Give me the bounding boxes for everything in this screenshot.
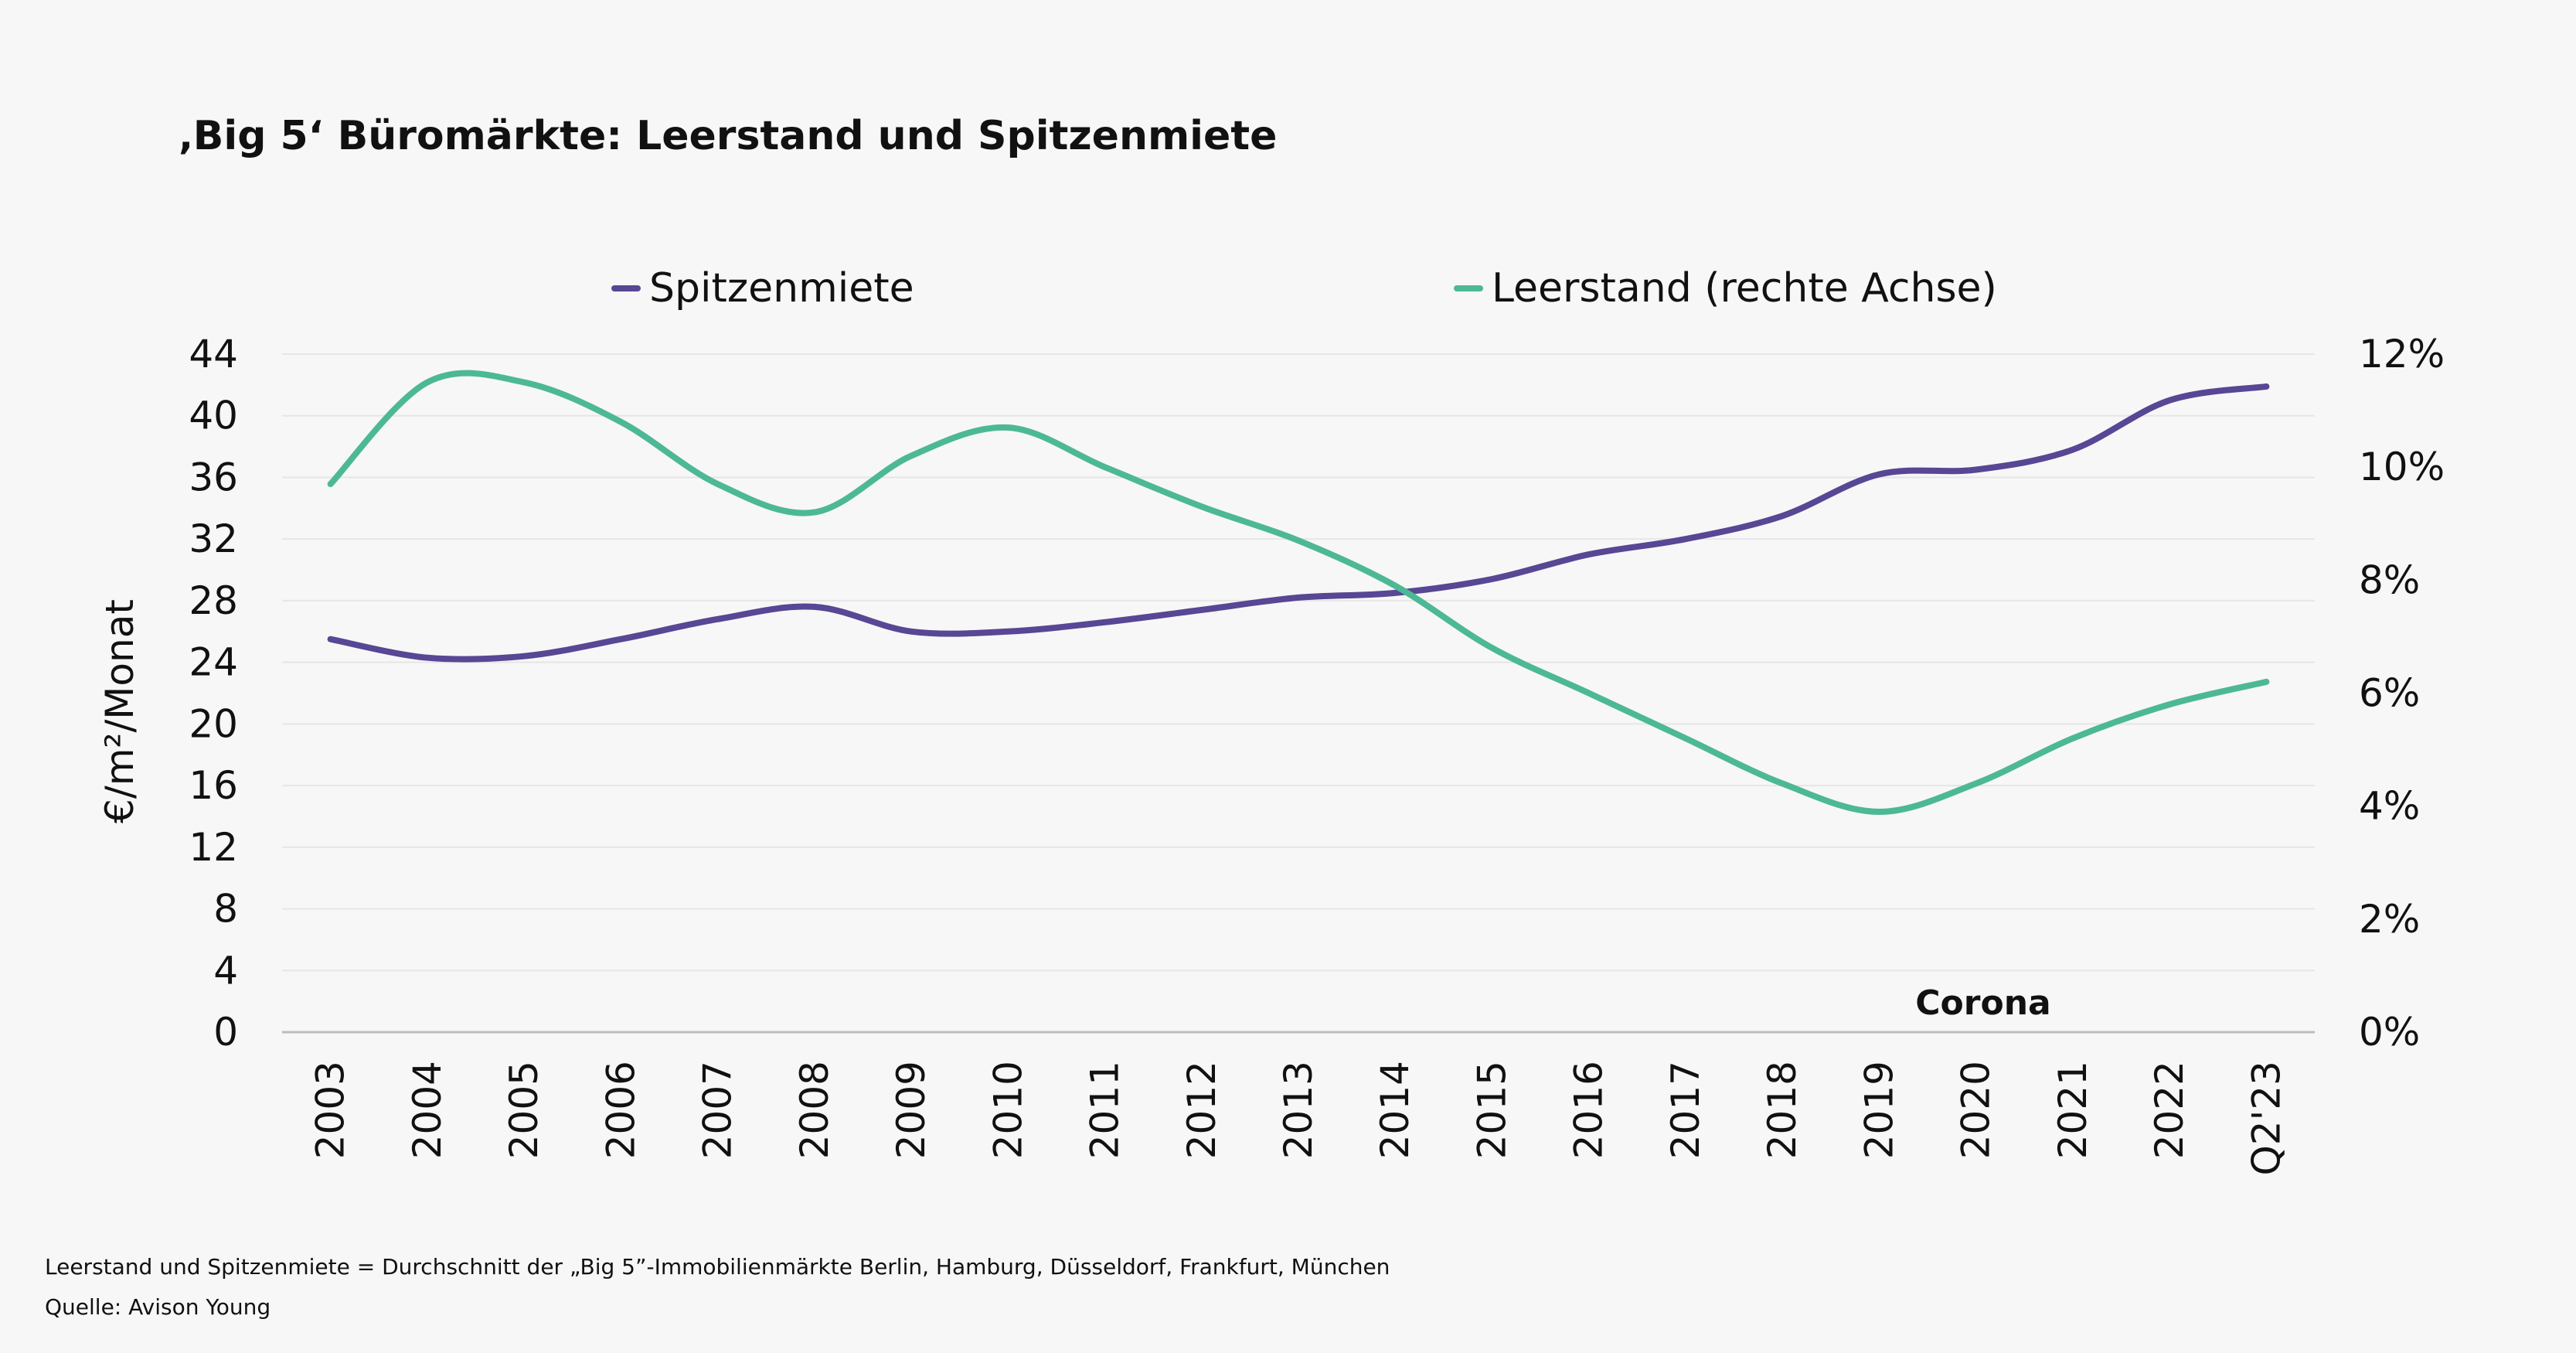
x-tick-label: 2022 xyxy=(2147,1061,2192,1159)
y2-tick-label: 6% xyxy=(2359,671,2420,716)
footnote: Leerstand und Spitzenmiete = Durchschnit… xyxy=(45,1254,1390,1280)
y2-tick-label: 12% xyxy=(2359,332,2445,377)
x-tick-label: 2021 xyxy=(2050,1061,2095,1159)
legend-label: Leerstand (rechte Achse) xyxy=(1492,265,1997,312)
x-tick-label: 2018 xyxy=(1760,1061,1805,1159)
y-axis-title: €/m²/Monat xyxy=(97,599,142,823)
x-tick-label: 2017 xyxy=(1663,1061,1708,1159)
x-tick-label: 2020 xyxy=(1954,1061,1999,1159)
axes: 0 4 8 12 16 20 24 28 32 36 40 44 0% 2% 4% 6% 8% 10% 12% 200… xyxy=(97,332,2445,1176)
x-tick-label: 2010 xyxy=(985,1061,1030,1159)
y-tick-label: 16 xyxy=(189,763,238,808)
y-tick-label: 28 xyxy=(189,578,238,623)
gridlines xyxy=(282,353,2315,972)
x-tick-label: 2015 xyxy=(1469,1061,1514,1159)
y-tick-label: 32 xyxy=(189,516,238,561)
y2-tick-label: 10% xyxy=(2359,445,2445,489)
y-tick-label: 36 xyxy=(189,455,238,499)
y2-tick-label: 2% xyxy=(2359,897,2420,942)
x-tick-label: 2003 xyxy=(308,1061,353,1159)
source-note: Quelle: Avison Young xyxy=(45,1294,271,1320)
y2-tick-label: 8% xyxy=(2359,557,2420,602)
spitzenmiete-line xyxy=(327,383,2270,663)
x-tick-label: 2009 xyxy=(889,1061,934,1159)
x-tick-label: 2008 xyxy=(792,1061,837,1159)
x-tick-label: 2004 xyxy=(405,1061,450,1159)
x-tick-label: 2011 xyxy=(1083,1061,1128,1159)
x-tick-label: Q2'23 xyxy=(2244,1061,2288,1176)
x-tick-label: 2013 xyxy=(1276,1061,1321,1159)
series-lines xyxy=(327,370,2270,815)
y-tick-label: 12 xyxy=(189,825,238,870)
x-tick-label: 2005 xyxy=(502,1061,546,1159)
y-tick-label: 8 xyxy=(213,887,238,932)
y-tick-label: 44 xyxy=(189,332,238,377)
y2-tick-label: 0% xyxy=(2359,1010,2420,1055)
x-tick-label: 2006 xyxy=(598,1061,643,1159)
legend: Spitzenmiete Leerstand (rechte Achse) xyxy=(611,265,1997,312)
x-tick-label: 2016 xyxy=(1567,1061,1611,1159)
x-tick-label: 2007 xyxy=(696,1061,740,1159)
y-tick-label: 0 xyxy=(213,1010,238,1055)
x-tick-label: 2014 xyxy=(1373,1061,1417,1159)
legend-label: Spitzenmiete xyxy=(649,265,914,312)
corona-annotation: Corona xyxy=(1915,983,2050,1023)
x-tick-label: 2019 xyxy=(1856,1061,1901,1159)
y-tick-label: 24 xyxy=(189,640,238,685)
y-tick-label: 4 xyxy=(213,948,238,993)
leerstand-line xyxy=(327,370,2270,815)
y-tick-label: 40 xyxy=(189,394,238,438)
x-tick-label: 2012 xyxy=(1179,1061,1224,1159)
y2-tick-label: 4% xyxy=(2359,784,2420,829)
chart-title: ‚Big 5‘ Büromärkte: Leerstand und Spitze… xyxy=(178,113,1278,159)
y-tick-label: 20 xyxy=(189,701,238,746)
